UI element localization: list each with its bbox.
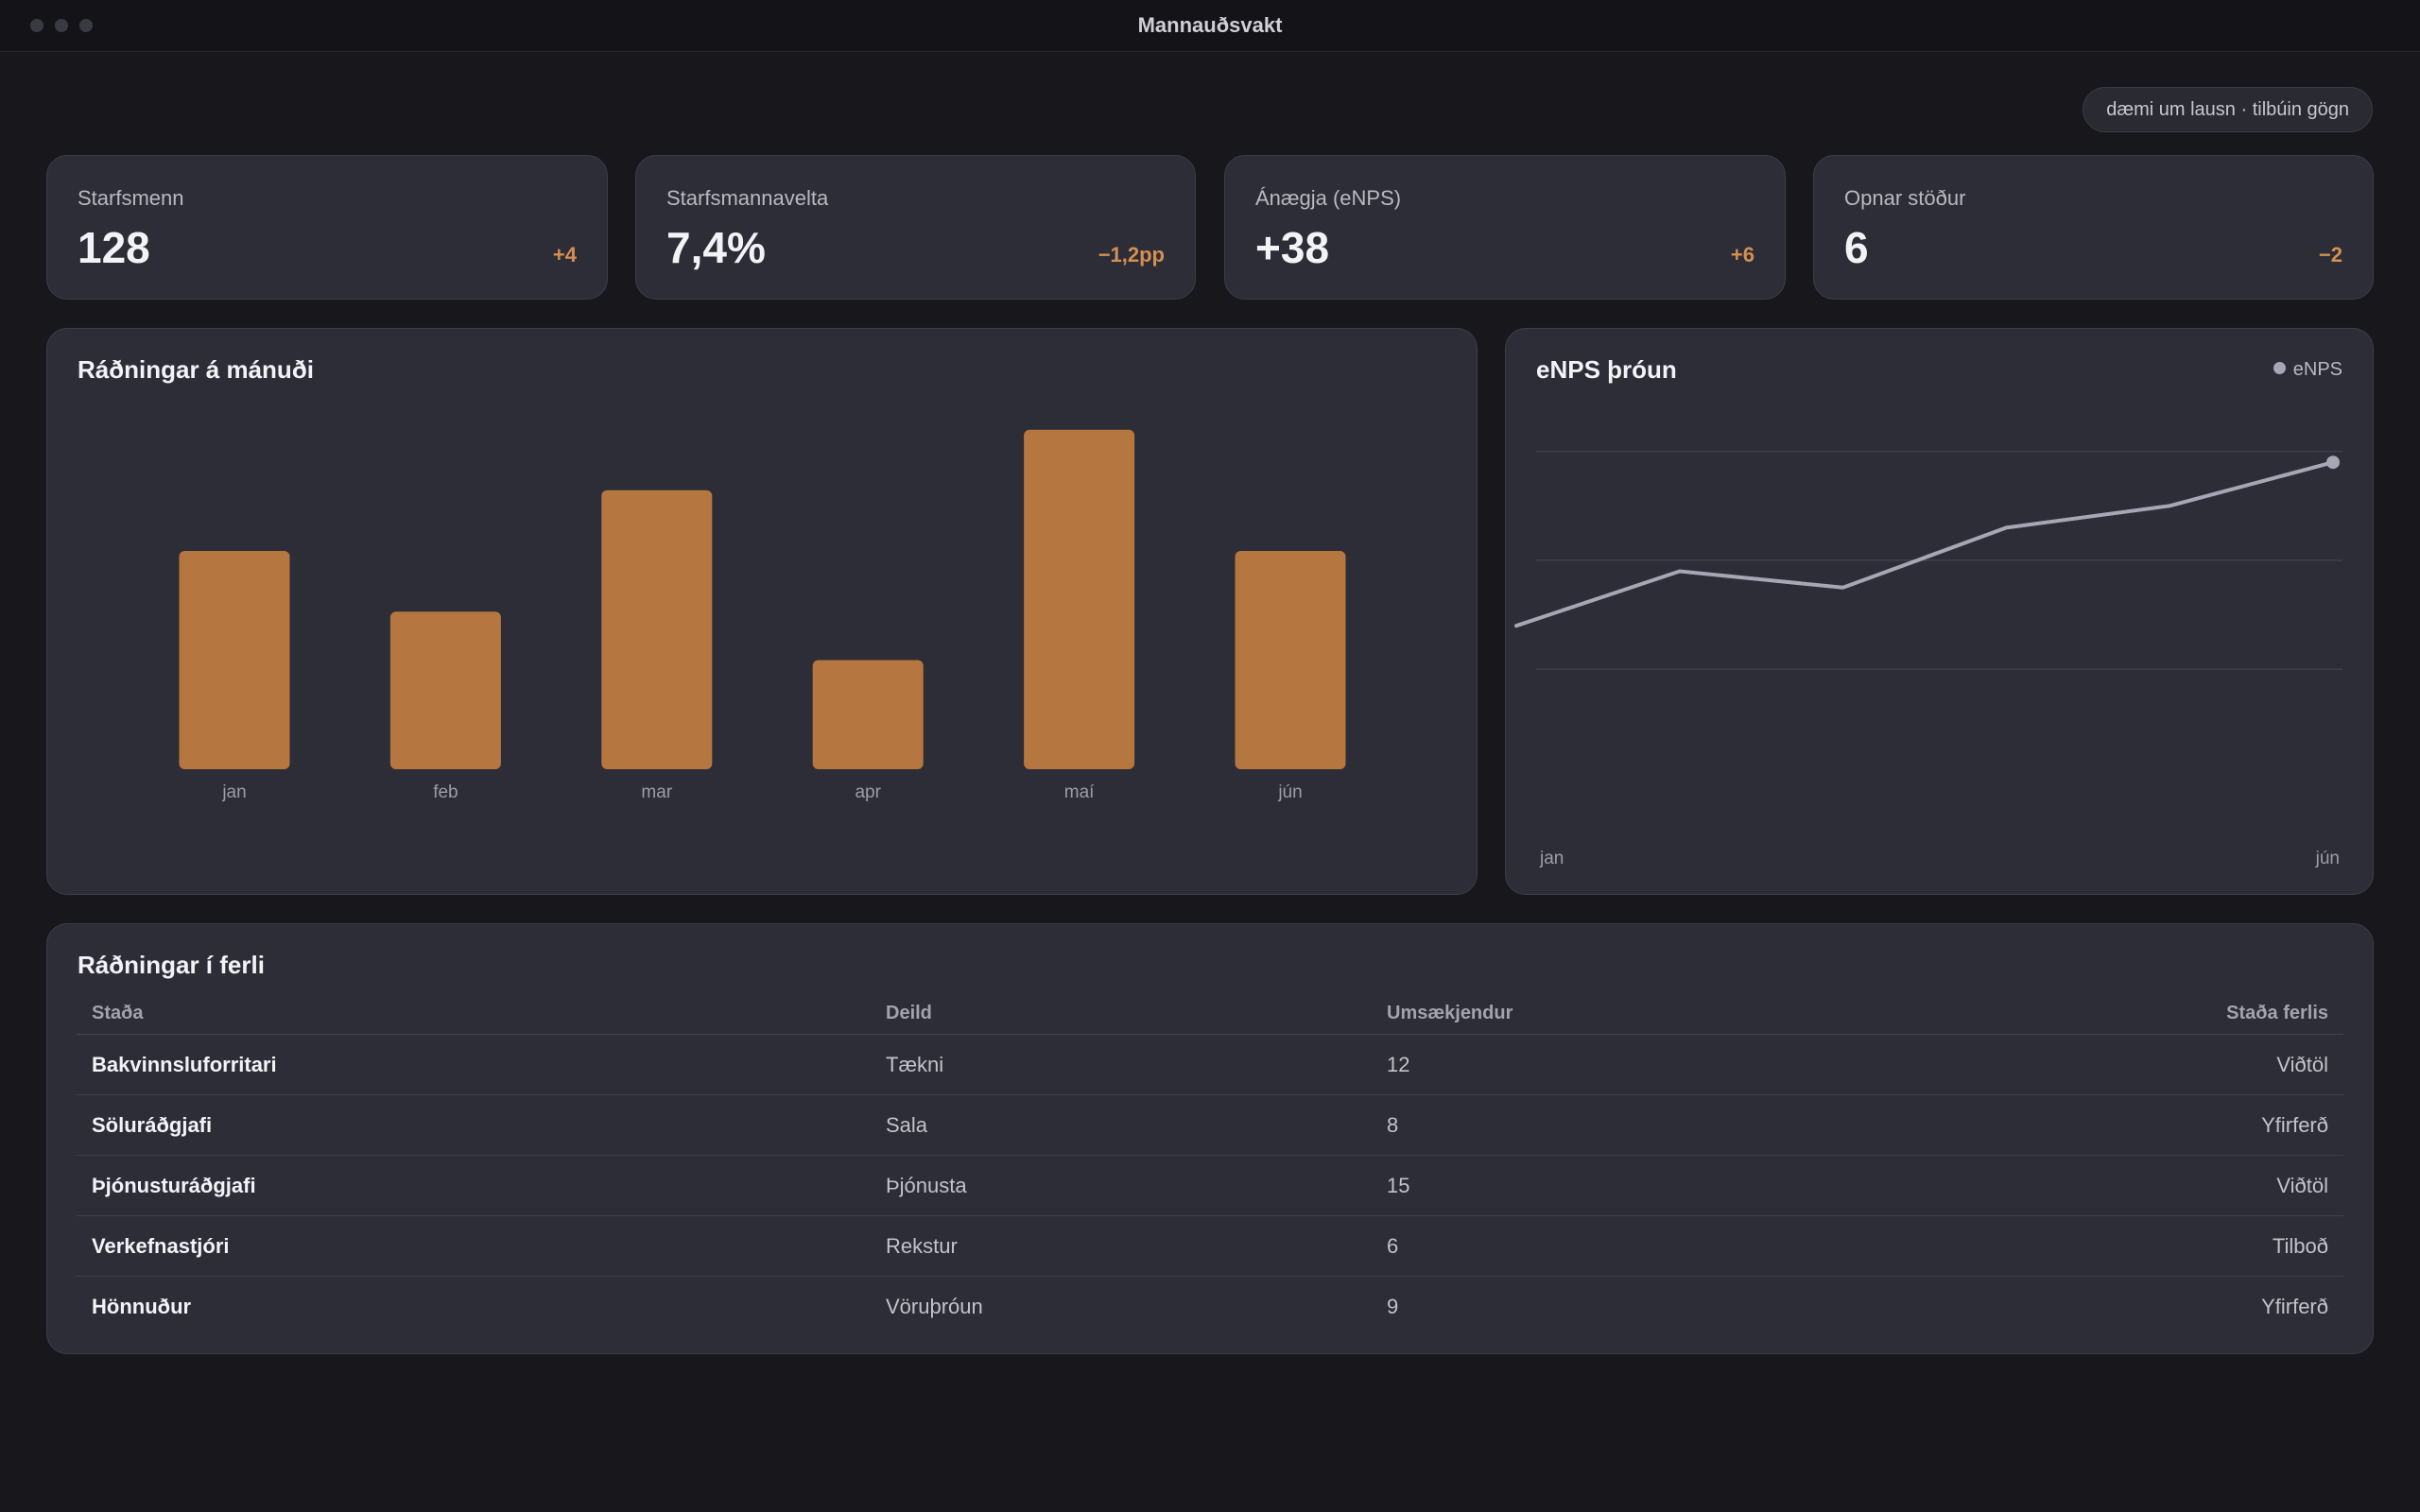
x-tick-label: jún xyxy=(1277,782,1302,802)
kpi-delta: +4 xyxy=(552,243,577,266)
enps-chart-card: eNPS þróun eNPS jan jún xyxy=(1505,328,2374,895)
cell-applicants: 6 xyxy=(1372,1215,1969,1277)
kpi-delta: +6 xyxy=(1730,243,1754,266)
kpi-value: 128 xyxy=(78,223,150,272)
table-row[interactable]: Bakvinnsluforritari Tækni 12 Viðtöl xyxy=(77,1034,2343,1095)
kpi-delta: −2 xyxy=(2318,243,2342,266)
kpi-value: 7,4% xyxy=(666,223,766,272)
hires-bar-chart: jan feb mar apr maí jún xyxy=(179,429,1346,802)
legend-label: eNPS xyxy=(2292,359,2342,380)
enps-chart-title: eNPS þróun xyxy=(1536,355,1677,384)
last-point-marker xyxy=(2326,455,2340,470)
kpi-delta: −1,2pp xyxy=(1098,243,1165,266)
table-row[interactable]: Þjónusturáðgjafi Þjónusta 15 Viðtöl xyxy=(77,1155,2343,1216)
cell-applicants: 12 xyxy=(1372,1034,1969,1095)
cell-process-status: Yfirferð xyxy=(2261,1294,2328,1318)
table-row[interactable]: Hönnuður Vöruþróun 9 Yfirferð xyxy=(77,1277,2343,1337)
cell-position: Verkefnastjóri xyxy=(77,1215,871,1277)
kpi-card-employees: Starfsmenn 128 +4 xyxy=(46,155,608,300)
cell-department: Rekstur xyxy=(871,1215,1372,1277)
legend-dot-icon xyxy=(2273,362,2286,374)
bar-jan xyxy=(179,551,290,769)
cell-position: Bakvinnsluforritari xyxy=(77,1034,871,1095)
kpi-card-open-positions: Opnar stöður 6 −2 xyxy=(1813,155,2374,300)
cell-position: Þjónusturáðgjafi xyxy=(77,1155,871,1216)
kpi-card-turnover: Starfsmannavelta 7,4% −1,2pp xyxy=(635,155,1196,300)
x-tick-label-start: jan xyxy=(1539,849,1564,868)
kpi-value: 6 xyxy=(1844,223,1869,272)
window-titlebar: Mannauðsvakt xyxy=(0,0,2420,52)
cell-process-status: Tilboð xyxy=(1969,1215,2343,1277)
x-tick-label: mar xyxy=(641,782,672,802)
x-tick-label: maí xyxy=(1064,782,1095,802)
cell-process-status: Viðtöl xyxy=(1969,1034,2343,1095)
hires-chart-card: Ráðningar á mánuði jan feb mar apr maí jún xyxy=(46,328,1478,895)
hires-chart-title: Ráðningar á mánuði xyxy=(78,355,314,384)
window-minimize-button[interactable] xyxy=(55,19,68,32)
pipeline-title: Ráðningar í ferli xyxy=(78,951,265,979)
x-tick-label: apr xyxy=(855,782,881,802)
cell-department: Sala xyxy=(871,1094,1372,1156)
column-header-position: Staða xyxy=(77,992,871,1035)
cell-position: Söluráðgjafi xyxy=(77,1094,871,1156)
cell-process-status: Viðtöl xyxy=(1969,1155,2343,1216)
kpi-label: Ánægja (eNPS) xyxy=(1255,186,1402,210)
bar-apr xyxy=(812,660,924,769)
cell-applicants: 15 xyxy=(1372,1155,1969,1216)
column-header-process-status: Staða ferlis xyxy=(1969,992,2343,1035)
cell-department: Þjónusta xyxy=(871,1155,1372,1216)
kpi-card-enps: Ánægja (eNPS) +38 +6 xyxy=(1224,155,1786,300)
cell-department: Tækni xyxy=(871,1034,1372,1095)
bar-mar xyxy=(601,490,713,769)
bar-feb xyxy=(389,611,501,769)
x-tick-label-end: jún xyxy=(2315,849,2340,868)
cell-position: Hönnuður xyxy=(92,1294,192,1318)
demo-data-badge: dæmi um lausn · tilbúin gögn xyxy=(2083,87,2373,132)
window-zoom-button[interactable] xyxy=(79,19,93,32)
cell-applicants: 8 xyxy=(1372,1094,1969,1156)
series-line-enps xyxy=(1514,460,2335,628)
window-title: Mannauðsvakt xyxy=(1137,13,1283,37)
window-close-button[interactable] xyxy=(30,19,43,32)
kpi-label: Starfsmenn xyxy=(78,186,184,210)
pipeline-table: Staða Deild Umsækjendur Staða ferlis Bak… xyxy=(77,992,2343,1336)
bar-maí xyxy=(1024,429,1135,769)
cell-applicants: 9 xyxy=(1387,1294,1399,1318)
kpi-value: +38 xyxy=(1255,223,1330,272)
table-row[interactable]: Söluráðgjafi Sala 8 Yfirferð xyxy=(77,1094,2343,1156)
column-header-department: Deild xyxy=(871,992,1372,1035)
cell-department: Vöruþróun xyxy=(886,1294,983,1318)
kpi-label: Opnar stöður xyxy=(1844,186,1966,210)
table-row[interactable]: Verkefnastjóri Rekstur 6 Tilboð xyxy=(77,1215,2343,1277)
enps-legend: eNPS xyxy=(2273,359,2342,381)
bar-jún xyxy=(1235,551,1346,769)
x-tick-label: feb xyxy=(433,782,458,802)
column-header-applicants: Umsækjendur xyxy=(1372,992,1969,1035)
enps-line-chart: jan jún xyxy=(1514,450,2342,868)
x-tick-label: jan xyxy=(221,782,246,802)
table-header-row: Staða Deild Umsækjendur Staða ferlis xyxy=(77,992,2343,1035)
kpi-label: Starfsmannavelta xyxy=(666,186,829,210)
cell-process-status: Yfirferð xyxy=(1969,1094,2343,1156)
